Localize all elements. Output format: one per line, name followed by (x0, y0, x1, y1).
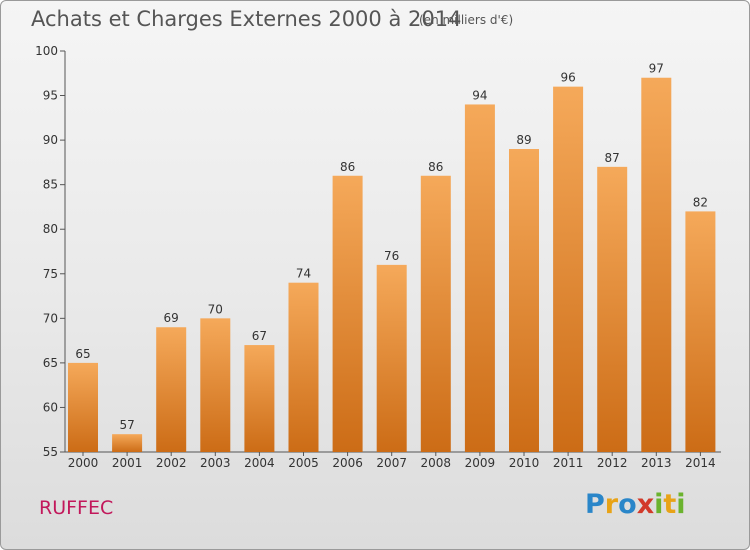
y-tick-label: 85 (43, 178, 58, 192)
logo-letter: x (636, 489, 655, 520)
bar-value-label: 69 (164, 311, 179, 325)
bar-value-label: 74 (296, 267, 311, 281)
logo-letter: i (654, 489, 664, 520)
commune-name: RUFFEC (39, 497, 114, 519)
y-tick-label: 75 (43, 267, 58, 281)
x-tick-label: 2011 (553, 456, 584, 470)
logo-letter: o (618, 489, 637, 520)
bar (244, 345, 275, 452)
bar (553, 86, 584, 453)
y-tick-label: 70 (43, 311, 58, 325)
x-tick-label: 2014 (685, 456, 716, 470)
x-tick-label: 2013 (641, 456, 672, 470)
x-tick-label: 2009 (465, 456, 496, 470)
bar-value-label: 89 (516, 133, 531, 147)
bar-value-label: 87 (605, 151, 620, 165)
bar (68, 362, 98, 452)
y-tick-label: 95 (43, 89, 58, 103)
x-tick-label: 2012 (597, 456, 628, 470)
bar (685, 211, 716, 452)
logo-letter: t (663, 489, 677, 520)
chart-unit: (en milliers d'€) (419, 13, 514, 27)
bar-value-label: 57 (119, 418, 134, 432)
bar (200, 318, 231, 452)
x-tick-label: 2005 (288, 456, 319, 470)
bar (597, 166, 628, 452)
x-tick-label: 2004 (244, 456, 275, 470)
x-tick-label: 2010 (509, 456, 540, 470)
bar-value-label: 82 (693, 195, 708, 209)
x-tick-label: 2008 (421, 456, 452, 470)
bar (376, 264, 407, 452)
y-tick-label: 55 (43, 445, 58, 459)
chart-title: Achats et Charges Externes 2000 à 2014 (31, 7, 462, 31)
bar (288, 282, 319, 452)
x-tick-label: 2003 (200, 456, 231, 470)
bar (156, 327, 187, 452)
logo-letter: P (585, 489, 605, 520)
bar (509, 149, 539, 452)
bar (112, 434, 143, 452)
bar-value-label: 86 (340, 160, 355, 174)
bar-value-label: 97 (649, 62, 664, 76)
y-tick-label: 100 (35, 44, 58, 58)
bar (464, 104, 495, 452)
proxiti-logo: Proxiti (585, 489, 686, 520)
bar (332, 175, 363, 452)
x-tick-label: 2006 (332, 456, 363, 470)
bar (641, 77, 672, 452)
logo-letter: i (676, 489, 686, 520)
bar-value-label: 65 (75, 347, 90, 361)
x-tick-label: 2000 (68, 456, 99, 470)
y-tick-label: 80 (43, 222, 58, 236)
x-tick-label: 2001 (112, 456, 143, 470)
y-tick-label: 65 (43, 356, 58, 370)
bar-value-label: 96 (560, 71, 575, 85)
y-tick-label: 90 (43, 133, 58, 147)
bar-value-label: 86 (428, 160, 443, 174)
bar-value-label: 76 (384, 249, 399, 263)
bar-value-label: 70 (208, 302, 223, 316)
y-tick-label: 60 (43, 400, 58, 414)
x-tick-label: 2002 (156, 456, 187, 470)
bar (420, 175, 451, 452)
bar-value-label: 94 (472, 88, 487, 102)
bar-value-label: 67 (252, 329, 267, 343)
logo-letter: r (604, 489, 619, 520)
x-tick-label: 2007 (376, 456, 407, 470)
